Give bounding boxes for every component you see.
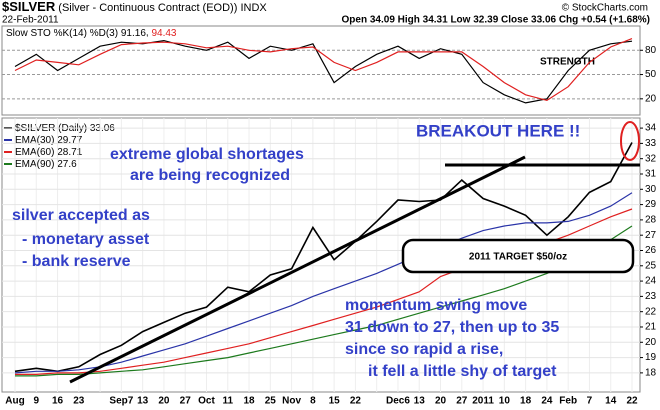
- symbol: $SILVER: [2, 0, 56, 14]
- x-tick-label: 15: [329, 396, 341, 407]
- y-tick-label: 28: [645, 215, 657, 226]
- y-tick-label: 23: [645, 291, 657, 302]
- y-tick-label: 24: [645, 276, 657, 287]
- legend-name: EMA(90): [15, 159, 54, 170]
- description: (Silver - Continuous Contract (EOD)) IND…: [58, 2, 267, 14]
- annotation: BREAKOUT HERE !!: [416, 121, 580, 140]
- x-tick-label: 22: [350, 396, 362, 407]
- legend-name: EMA(30): [15, 135, 54, 146]
- y-tick-label: 20: [645, 93, 657, 104]
- x-tick-label: 27: [456, 396, 468, 407]
- date: 22-Feb-2011: [2, 15, 59, 26]
- series-line: [15, 225, 633, 377]
- y-tick-label: 29: [645, 199, 657, 210]
- x-tick-label: 11: [222, 396, 233, 407]
- legend-value: 28.71: [57, 147, 82, 158]
- y-tick-label: 25: [645, 260, 657, 271]
- stoch-legend: Slow STO %K(14) %D(3) 91.16, 94.43: [6, 28, 177, 39]
- x-tick-label: 22: [626, 396, 638, 407]
- legend-entry: EMA(60) 28.71: [15, 147, 83, 158]
- stoch-frame: [1, 25, 641, 116]
- series-line: [14, 192, 633, 374]
- strength-label: STRENGTH: [540, 57, 595, 68]
- y-tick-label: 20: [645, 337, 657, 348]
- annotation: silver accepted as: [12, 207, 150, 224]
- annotation: - monetary asset: [22, 231, 150, 248]
- annotation: since so rapid a rise,: [345, 341, 503, 358]
- y-tick-label: 27: [645, 230, 657, 241]
- x-tick-label: 16: [52, 396, 64, 407]
- y-tick-label: 31: [645, 169, 657, 180]
- x-tick-label: 7: [587, 396, 593, 407]
- y-tick-label: 80: [645, 45, 657, 56]
- x-tick-label: 20: [158, 396, 170, 407]
- annotation: 31 down to 27, then up to 35: [345, 319, 559, 336]
- y-tick-label: 19: [645, 352, 657, 363]
- x-tick-label: Oct: [198, 396, 215, 407]
- series-line: [14, 142, 633, 373]
- credit: © StockCharts.com: [562, 3, 648, 14]
- legend-name: EMA(60): [15, 147, 54, 158]
- legend-entry: EMA(30) 29.77: [15, 135, 83, 146]
- y-tick-label: 34: [645, 123, 657, 134]
- y-tick-label: 22: [645, 306, 657, 317]
- y-tick-label: 50: [645, 69, 657, 80]
- trend-line: [69, 155, 526, 384]
- x-tick-label: 20: [435, 396, 447, 407]
- x-tick-label: 24: [541, 396, 553, 407]
- x-tick-label: 9: [33, 396, 39, 407]
- breakout-circle: [620, 121, 640, 161]
- y-tick-label: 26: [645, 245, 657, 256]
- d-value: 94.43: [151, 28, 176, 39]
- series-line: [14, 39, 633, 104]
- legend-value: 27.6: [57, 159, 77, 170]
- annotation: 2011 TARGET $50/oz: [469, 252, 567, 263]
- target-box: [401, 238, 635, 274]
- price-frame: [1, 117, 641, 393]
- y-tick-label: 33: [645, 138, 657, 149]
- header-line: $SILVER (Silver - Continuous Contract (E…: [2, 0, 267, 14]
- annotation: momentum swing move: [345, 297, 527, 314]
- y-tick-label: 21: [645, 322, 657, 333]
- x-tick-label: 14: [605, 396, 617, 407]
- legend-entry: EMA(90) 27.6: [15, 159, 77, 170]
- x-tick-label: 13: [414, 396, 426, 407]
- x-tick-label: 27: [180, 396, 192, 407]
- x-tick-label: Sep7: [109, 396, 133, 407]
- x-tick-label: 10: [499, 396, 511, 407]
- x-tick-label: 13: [137, 396, 149, 407]
- legend-value: 29.77: [57, 135, 82, 146]
- x-tick-label: Feb: [559, 396, 577, 407]
- annotation: extreme global shortages: [110, 146, 304, 163]
- k-value: 91.16: [121, 28, 146, 39]
- x-tick-label: 18: [243, 396, 255, 407]
- x-tick-label: 18: [520, 396, 532, 407]
- annotation: it fell a little shy of target: [368, 363, 557, 380]
- annotation: are being recognized: [130, 167, 290, 184]
- x-tick-label: Aug: [5, 396, 24, 407]
- quote: Open 34.09 High 34.31 Low 32.39 Close 33…: [342, 15, 650, 26]
- y-tick-label: 30: [645, 184, 657, 195]
- x-tick-label: Dec6: [386, 396, 410, 407]
- series-line: [14, 38, 633, 102]
- x-tick-label: 8: [310, 396, 316, 407]
- annotation: - bank reserve: [22, 253, 131, 270]
- x-tick-label: 23: [73, 396, 85, 407]
- x-tick-label: 2011: [472, 396, 494, 407]
- x-tick-label: Nov: [282, 396, 301, 407]
- x-tick-label: 25: [265, 396, 277, 407]
- stoch-title: Slow STO %K(14) %D(3): [6, 28, 118, 39]
- y-tick-label: 18: [645, 368, 657, 379]
- y-tick-label: 32: [645, 153, 657, 164]
